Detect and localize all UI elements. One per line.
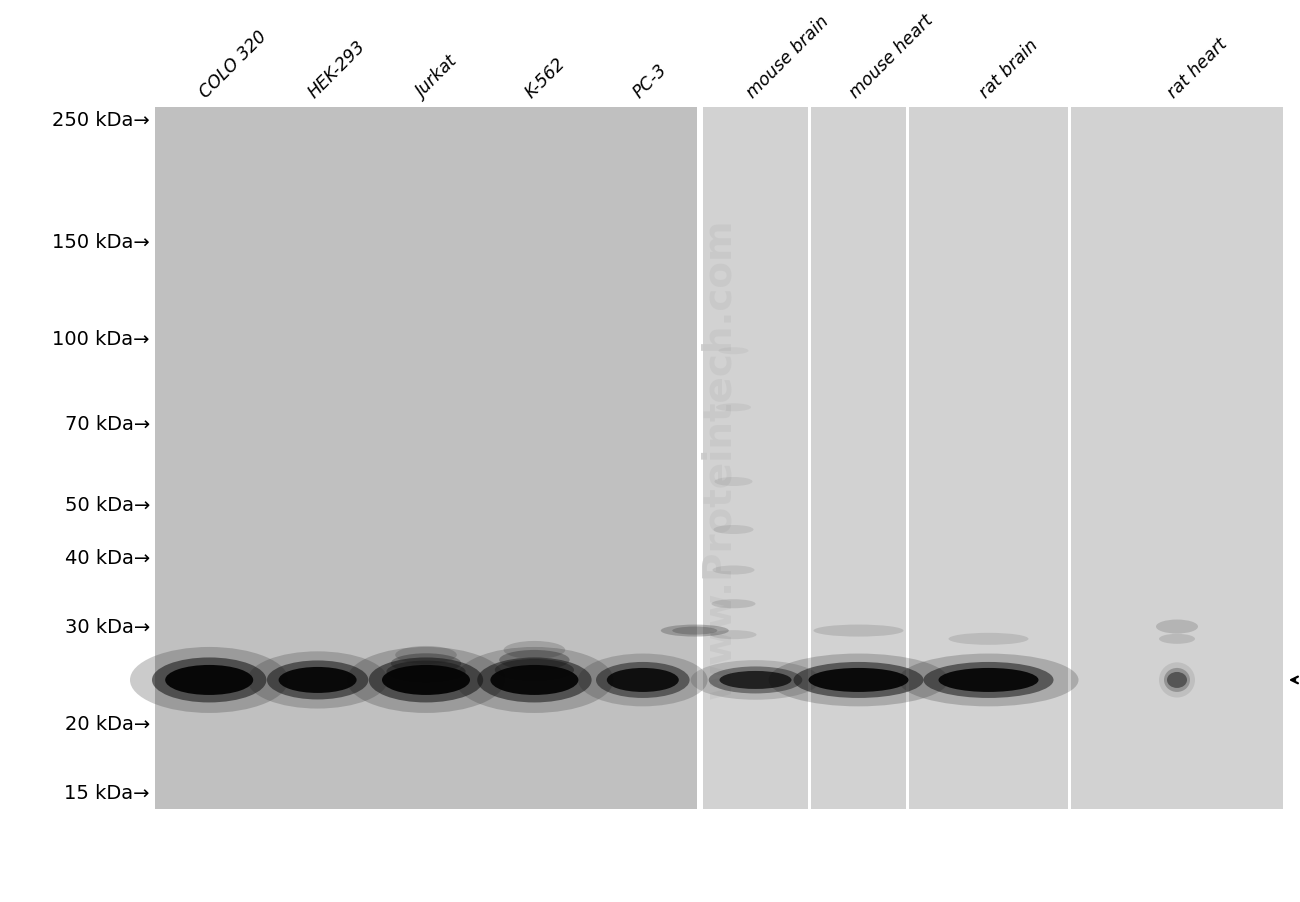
Ellipse shape [503,641,566,659]
Ellipse shape [923,662,1053,698]
Ellipse shape [768,654,949,706]
Ellipse shape [793,662,923,698]
Text: mouse brain: mouse brain [742,13,832,102]
Text: 20 kDa→: 20 kDa→ [65,714,150,733]
Text: 15 kDa→: 15 kDa→ [65,783,150,802]
Text: COLO 320: COLO 320 [196,28,270,102]
Ellipse shape [809,668,909,692]
Ellipse shape [490,665,578,695]
Text: Jurkat: Jurkat [413,53,462,102]
Ellipse shape [386,661,465,683]
Ellipse shape [719,348,749,354]
Ellipse shape [719,671,792,689]
Text: 40 kDa→: 40 kDa→ [65,548,150,567]
Ellipse shape [477,658,592,703]
Ellipse shape [395,646,456,664]
Ellipse shape [247,651,387,709]
Ellipse shape [690,660,820,700]
Ellipse shape [578,654,707,706]
Text: K-562: K-562 [521,55,569,102]
Text: 50 kDa→: 50 kDa→ [65,495,150,514]
Ellipse shape [1167,672,1187,688]
Text: 100 kDa→: 100 kDa→ [52,329,150,348]
Bar [703,108,809,809]
Ellipse shape [814,625,903,637]
Ellipse shape [1164,668,1190,692]
Ellipse shape [495,659,575,681]
Ellipse shape [455,648,614,713]
Ellipse shape [347,648,506,713]
Ellipse shape [711,600,755,609]
Ellipse shape [278,667,356,693]
Bar [155,108,697,809]
Ellipse shape [1160,634,1195,644]
Ellipse shape [711,630,757,640]
Ellipse shape [715,477,753,486]
Ellipse shape [660,625,729,637]
Ellipse shape [369,658,484,703]
Text: PC-3: PC-3 [630,61,671,102]
Ellipse shape [716,404,751,412]
Text: mouse heart: mouse heart [846,12,936,102]
Ellipse shape [391,654,462,674]
Ellipse shape [595,662,689,698]
Text: 30 kDa→: 30 kDa→ [65,617,150,636]
Text: rat heart: rat heart [1165,35,1231,102]
Bar [909,108,1069,809]
Ellipse shape [130,648,289,713]
Text: HEK-293: HEK-293 [306,38,369,102]
Ellipse shape [714,526,754,534]
Bar [1071,108,1283,809]
Ellipse shape [949,633,1028,645]
Ellipse shape [607,668,679,692]
Text: rat brain: rat brain [976,36,1041,102]
Ellipse shape [939,668,1039,692]
Ellipse shape [672,627,718,635]
Ellipse shape [382,665,471,695]
Ellipse shape [499,650,569,670]
Ellipse shape [266,660,368,700]
Text: 150 kDa→: 150 kDa→ [52,233,150,252]
Text: 250 kDa→: 250 kDa→ [52,111,150,130]
Ellipse shape [1156,620,1199,634]
Bar [811,108,906,809]
Text: 70 kDa→: 70 kDa→ [65,415,150,434]
Ellipse shape [165,665,254,695]
Ellipse shape [1160,663,1195,698]
Ellipse shape [708,667,802,694]
Ellipse shape [898,654,1079,706]
Text: www.Proteintech.com: www.Proteintech.com [699,218,738,698]
Ellipse shape [712,566,754,575]
Ellipse shape [152,658,266,703]
